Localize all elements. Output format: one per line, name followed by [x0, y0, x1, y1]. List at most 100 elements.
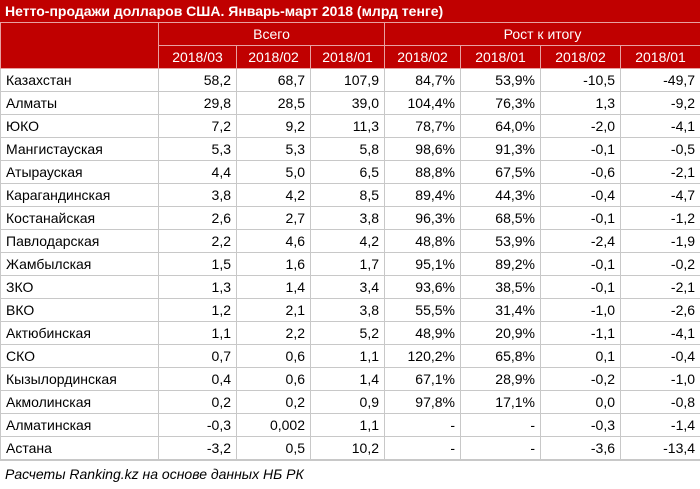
table-cell: 76,3% [460, 91, 541, 115]
table-cell: 2,6 [158, 206, 237, 230]
table-cell: 11,3 [310, 114, 385, 138]
table-cell: 0,6 [236, 367, 311, 391]
table-cell: 107,9 [310, 68, 385, 92]
table-cell: -0,1 [540, 252, 621, 276]
table-cell: 84,7% [384, 68, 461, 92]
table-cell: -0,1 [540, 275, 621, 299]
table-cell: 53,9% [460, 68, 541, 92]
table-cell: -1,0 [619, 367, 700, 391]
table-cell: 10,2 [310, 436, 385, 460]
table-cell: - [384, 436, 461, 460]
table-cell: 1,7 [310, 252, 385, 276]
table-cell: 68,5% [460, 206, 541, 230]
table-cell: 0,4 [158, 367, 237, 391]
table-cell: 1,1 [158, 321, 237, 345]
column-header: 2018/01 [619, 45, 700, 69]
table-row: Астана -3,2 0,5 10,2- - -3,6 -13,4 [0, 436, 700, 460]
table-cell: 1,1 [310, 413, 385, 437]
table-cell: 7,2 [158, 114, 237, 138]
table-cell: 4,6 [236, 229, 311, 253]
region-name: Павлодарская [0, 229, 159, 253]
table-cell: 55,5% [384, 298, 461, 322]
table-cell: -0,2 [540, 367, 621, 391]
table-cell: 0,5 [236, 436, 311, 460]
table-cell: 3,8 [158, 183, 237, 207]
region-name: ЗКО [0, 275, 159, 299]
table-cell: 48,8% [384, 229, 461, 253]
table-cell: 68,7 [236, 68, 311, 92]
table-cell: 1,4 [236, 275, 311, 299]
table-cell: 1,6 [236, 252, 311, 276]
table-cell: -0,4 [619, 344, 700, 368]
table-cell: -0,2 [619, 252, 700, 276]
table-cell: 0,2 [158, 390, 237, 414]
region-name: Казахстан [0, 68, 159, 92]
table-cell: 0,0 [540, 390, 621, 414]
table-cell: 28,5 [236, 91, 311, 115]
table-cell: 88,8% [384, 160, 461, 184]
table-row: Костанайская 2,6 2,7 3,8 96,3% 68,5% -0,1 -1,2 [0, 206, 700, 230]
table-cell: 20,9% [460, 321, 541, 345]
table-cell: 4,2 [310, 229, 385, 253]
table-cell: 2,7 [236, 206, 311, 230]
table-cell: 5,3 [236, 137, 311, 161]
table-cell: -0,4 [540, 183, 621, 207]
table-cell: 120,2% [384, 344, 461, 368]
table-cell: -1,9 [619, 229, 700, 253]
region-name: Костанайская [0, 206, 159, 230]
table-cell: 1,1 [310, 344, 385, 368]
region-name: Карагандинская [0, 183, 159, 207]
table-cell: -13,4 [619, 436, 700, 460]
table-cell: 78,7% [384, 114, 461, 138]
table-cell: 3,8 [310, 298, 385, 322]
table-row: Алматинская -0,3 0,002 1,1- - -0,3 -1,4 [0, 413, 700, 437]
table-cell: 1,2 [158, 298, 237, 322]
table-row: ВКО 1,2 2,1 3,8 55,5% 31,4% -1,0 -2,6 [0, 298, 700, 322]
table-row: Алматы 29,8 28,5 39,0 104,4% 76,3% 1,3 -9,2 [0, 91, 700, 115]
table-cell: -1,0 [540, 298, 621, 322]
table-cell: 1,5 [158, 252, 237, 276]
table-cell: 17,1% [460, 390, 541, 414]
table-cell: 2,2 [158, 229, 237, 253]
table-cell: 89,2% [460, 252, 541, 276]
table-title: Нетто-продажи долларов США. Январь-март … [0, 0, 700, 22]
column-header-row: 2018/03 2018/02 2018/01 2018/02 2018/01 2018/… [1, 45, 700, 69]
table-cell: 0,9 [310, 390, 385, 414]
table-cell: 53,9% [460, 229, 541, 253]
table-cell: 4,2 [236, 183, 311, 207]
table-cell: 89,4% [384, 183, 461, 207]
table-row: ЮКО 7,2 9,2 11,3 78,7% 64,0% -2,0 -4,1 [0, 114, 700, 138]
table-cell: 3,4 [310, 275, 385, 299]
table-row: Акмолинская 0,2 0,2 0,9 97,8% 17,1% 0,0 -0,8 [0, 390, 700, 414]
table-cell: 67,1% [384, 367, 461, 391]
table-cell: 0,7 [158, 344, 237, 368]
table-row: Жамбылская 1,5 1,6 1,7 95,1% 89,2% -0,1 -0,2 [0, 252, 700, 276]
column-header: 2018/02 [236, 45, 311, 69]
table-cell: 44,3% [460, 183, 541, 207]
region-name: ЮКО [0, 114, 159, 138]
table-cell: 8,5 [310, 183, 385, 207]
table-row: Атырауская 4,4 5,0 6,5 88,8% 67,5% -0,6 -2,1 [0, 160, 700, 184]
column-header: 2018/01 [460, 45, 541, 69]
table-cell: 1,3 [540, 91, 621, 115]
table-cell: 28,9% [460, 367, 541, 391]
region-name: Алматинская [0, 413, 159, 437]
region-name: СКО [0, 344, 159, 368]
table-cell: -0,3 [158, 413, 237, 437]
table-cell: - [384, 413, 461, 437]
table-cell: 96,3% [384, 206, 461, 230]
table-cell: -10,5 [540, 68, 621, 92]
table-cell: -2,6 [619, 298, 700, 322]
table-cell: 9,2 [236, 114, 311, 138]
table-cell: -1,4 [619, 413, 700, 437]
table-row: Казахстан 58,2 68,7 107,9 84,7% 53,9% -10,5 -49… [0, 68, 700, 92]
table-cell: -49,7 [619, 68, 700, 92]
table-cell: -0,1 [540, 137, 621, 161]
corner-cell [0, 22, 159, 69]
table-row: Мангистауская 5,3 5,3 5,8 98,6% 91,3% -0,1 -0,5 [0, 137, 700, 161]
table-cell: -0,1 [540, 206, 621, 230]
table-cell: -0,3 [540, 413, 621, 437]
table-cell: 5,3 [158, 137, 237, 161]
group-header: Всего [158, 22, 385, 46]
